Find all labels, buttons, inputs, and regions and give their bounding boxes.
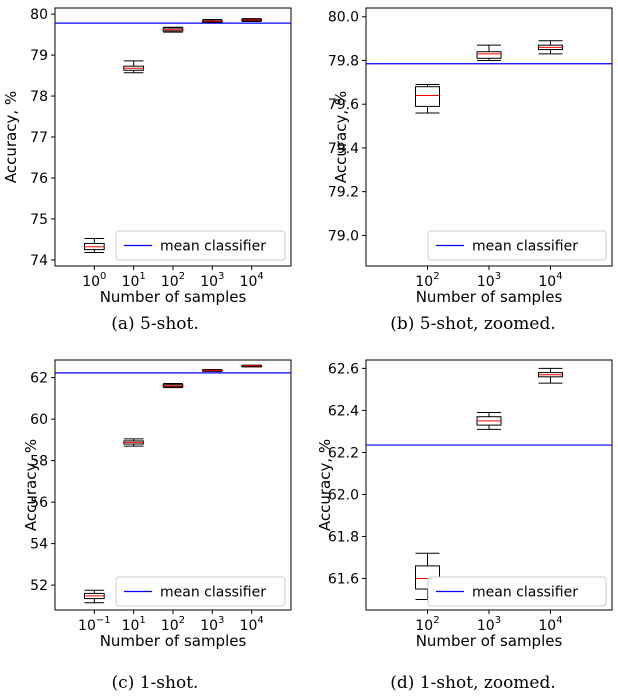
- subfigure-caption: (d) 1-shot, zoomed.: [390, 673, 556, 693]
- legend: mean classifier: [115, 576, 286, 607]
- y-tick-label: 80.0: [328, 10, 359, 26]
- y-tick-label: 54: [30, 537, 48, 553]
- subfigure-caption: (c) 1-shot.: [112, 673, 199, 693]
- y-tick-label: 79.6: [328, 97, 359, 113]
- legend-label: mean classifier: [472, 585, 578, 601]
- y-tick-label: 62.6: [328, 361, 359, 377]
- legend-box: [427, 230, 607, 261]
- y-tick-label: 74: [30, 253, 48, 269]
- y-tick-label: 79.2: [328, 185, 359, 201]
- y-tick-label: 75: [30, 212, 48, 228]
- y-axis-label: Accuracy, %: [332, 91, 350, 183]
- y-axis-label: Accuracy, %: [2, 91, 20, 183]
- legend-label: mean classifier: [160, 585, 266, 601]
- legend-label: mean classifier: [472, 239, 578, 255]
- x-tick-label: 103: [477, 615, 501, 634]
- x-tick-label: 101: [122, 271, 146, 290]
- x-axis-label: Number of samples: [100, 632, 247, 650]
- y-tick-label: 62.2: [328, 445, 359, 461]
- box-2: [538, 367, 563, 384]
- subfigure-caption: (a) 5-shot.: [111, 314, 199, 334]
- box-0: [84, 238, 105, 253]
- x-tick-label: 102: [161, 615, 185, 634]
- box-3: [202, 18, 223, 23]
- y-tick-label: 62.0: [328, 487, 359, 503]
- box-4: [241, 364, 262, 368]
- box-1: [476, 412, 502, 430]
- y-tick-label: 58: [30, 454, 48, 470]
- plot-frame: [54, 7, 292, 267]
- iqr-box: [415, 86, 440, 107]
- y-tick-label: 79.0: [328, 228, 359, 244]
- x-tick-label: 103: [200, 271, 224, 290]
- x-tick-label: 104: [538, 615, 562, 634]
- box-2: [538, 40, 563, 55]
- x-tick-label: 101: [122, 615, 146, 634]
- iqr-box: [476, 51, 502, 59]
- y-tick-label: 62.4: [328, 403, 359, 419]
- x-tick-label: 102: [415, 271, 439, 290]
- plot-frame: [365, 359, 613, 611]
- box-1: [123, 438, 145, 447]
- x-tick-label: 104: [538, 271, 562, 290]
- x-tick-label: 102: [415, 615, 439, 634]
- box-0: [415, 84, 440, 114]
- box-1: [476, 44, 502, 61]
- y-tick-label: 79.8: [328, 53, 359, 69]
- legend: mean classifier: [427, 230, 607, 261]
- legend-label: mean classifier: [160, 239, 266, 255]
- y-tick-label: 61.8: [328, 529, 359, 545]
- y-tick-label: 56: [30, 495, 48, 511]
- plot-frame: [54, 359, 292, 611]
- y-axis-label: Accuracy, %: [22, 439, 40, 531]
- y-tick-label: 61.6: [328, 571, 359, 587]
- legend-box: [427, 576, 607, 607]
- y-tick-label: 60: [30, 412, 48, 428]
- chart-panel-3: 61.6 61.8 62.0 62.2 62.4 62.6 102 103 104Number …: [316, 359, 613, 693]
- legend-box: [115, 576, 286, 607]
- x-axis-label: Number of samples: [100, 288, 247, 306]
- x-tick-label: 104: [240, 615, 264, 634]
- x-tick-label: 10−1: [78, 615, 111, 634]
- y-tick-label: 79: [30, 48, 48, 64]
- box-0: [84, 589, 105, 604]
- y-tick-label: 78: [30, 89, 48, 105]
- y-tick-label: 52: [30, 578, 48, 594]
- y-tick-label: 80: [30, 7, 48, 23]
- box-3: [202, 369, 223, 372]
- legend-box: [115, 230, 286, 261]
- x-tick-label: 103: [200, 615, 224, 634]
- box-2: [162, 382, 184, 389]
- y-axis-label: Accuracy, %: [316, 439, 334, 531]
- legend: mean classifier: [427, 576, 607, 607]
- x-tick-label: 100: [82, 271, 106, 290]
- subfigure-caption: (b) 5-shot, zoomed.: [390, 314, 556, 334]
- legend: mean classifier: [115, 230, 286, 261]
- x-axis-label: Number of samples: [416, 288, 563, 306]
- x-tick-label: 104: [240, 271, 264, 290]
- chart-panel-1: 79.0 79.2 79.4 79.6 79.8 80.0 102 103 104Number …: [328, 7, 613, 334]
- box-2: [162, 26, 184, 33]
- x-tick-label: 102: [161, 271, 185, 290]
- box-1: [123, 60, 145, 74]
- y-tick-label: 62: [30, 371, 48, 387]
- y-tick-label: 76: [30, 171, 48, 187]
- x-axis-label: Number of samples: [416, 632, 563, 650]
- box-4: [241, 18, 262, 23]
- y-tick-label: 79.4: [328, 141, 359, 157]
- y-tick-label: 77: [30, 130, 48, 146]
- x-tick-label: 103: [477, 271, 501, 290]
